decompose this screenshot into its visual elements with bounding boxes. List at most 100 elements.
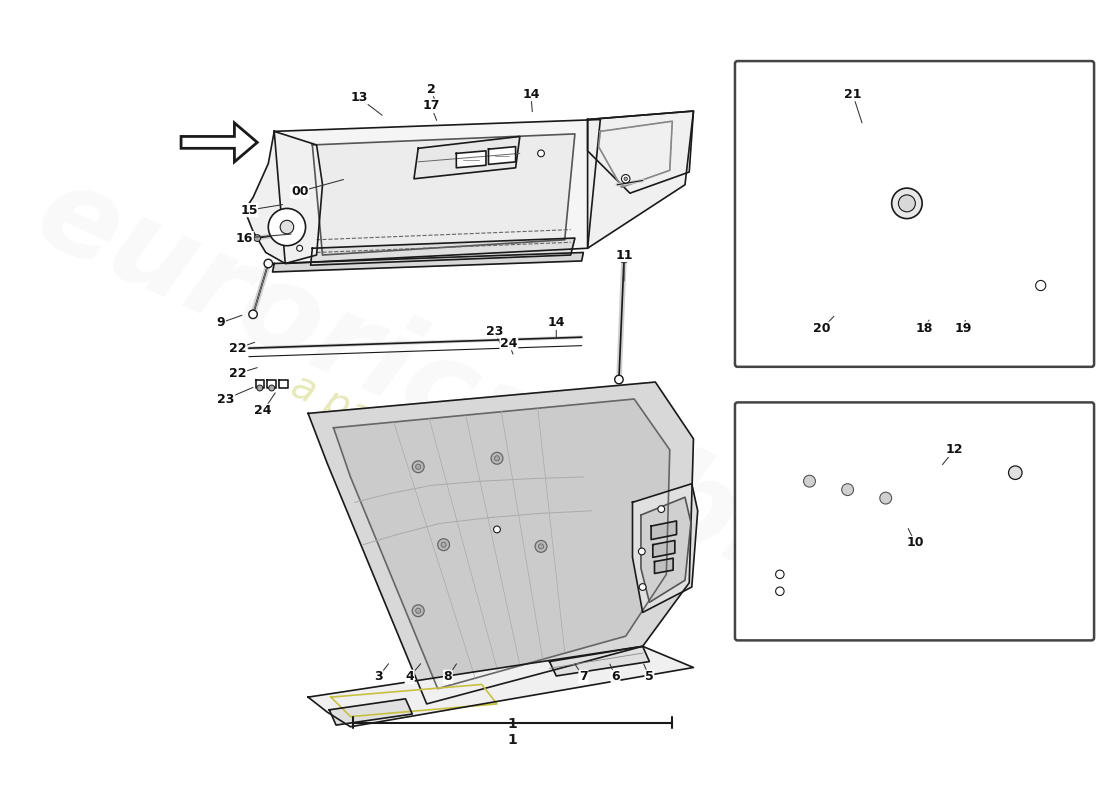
Circle shape (842, 484, 854, 495)
Circle shape (412, 461, 425, 473)
Circle shape (539, 544, 543, 549)
Polygon shape (310, 238, 575, 265)
Circle shape (416, 608, 421, 614)
Text: euroricambi: euroricambi (19, 154, 792, 596)
Polygon shape (654, 558, 673, 574)
Polygon shape (805, 148, 846, 242)
Circle shape (1009, 466, 1022, 479)
Circle shape (615, 375, 624, 384)
Polygon shape (550, 646, 649, 676)
Text: 14: 14 (548, 316, 565, 330)
Circle shape (899, 195, 915, 212)
Circle shape (776, 587, 784, 595)
Circle shape (412, 605, 425, 617)
Circle shape (638, 548, 646, 555)
Circle shape (297, 246, 302, 251)
Polygon shape (456, 151, 486, 168)
Polygon shape (940, 118, 1068, 223)
Polygon shape (759, 426, 1049, 617)
Circle shape (257, 385, 263, 391)
Text: 13: 13 (350, 91, 367, 104)
Circle shape (619, 254, 628, 262)
Text: 12: 12 (946, 443, 964, 456)
Polygon shape (750, 76, 770, 351)
Polygon shape (587, 111, 693, 193)
Polygon shape (329, 699, 412, 725)
Text: 23: 23 (218, 393, 234, 406)
Polygon shape (767, 106, 848, 186)
Polygon shape (488, 146, 516, 165)
Circle shape (880, 492, 892, 504)
Circle shape (268, 385, 275, 391)
Circle shape (892, 188, 922, 218)
Polygon shape (1024, 275, 1058, 297)
Polygon shape (267, 379, 276, 388)
Circle shape (621, 174, 630, 183)
Polygon shape (331, 685, 497, 717)
Circle shape (1035, 281, 1046, 290)
Text: 1: 1 (508, 717, 517, 731)
Polygon shape (273, 253, 583, 272)
Text: 6: 6 (612, 670, 620, 683)
Text: 21: 21 (844, 88, 861, 101)
Polygon shape (333, 399, 670, 689)
Text: 22: 22 (229, 367, 246, 380)
Polygon shape (776, 443, 1032, 600)
Text: 7: 7 (579, 670, 587, 683)
Polygon shape (308, 382, 693, 704)
Circle shape (280, 220, 294, 234)
Circle shape (441, 542, 447, 547)
Text: 19: 19 (954, 322, 971, 335)
Text: 00: 00 (290, 185, 308, 198)
Text: 20: 20 (814, 322, 830, 335)
Text: 23: 23 (486, 325, 503, 338)
Circle shape (535, 541, 547, 552)
Text: 17: 17 (422, 99, 440, 113)
Text: a parts since 1985: a parts since 1985 (285, 366, 628, 554)
Polygon shape (244, 131, 322, 263)
Text: 24: 24 (254, 404, 272, 418)
Polygon shape (651, 521, 676, 539)
Text: 9: 9 (217, 316, 226, 330)
FancyBboxPatch shape (735, 402, 1094, 640)
Text: 2: 2 (427, 82, 436, 95)
Circle shape (538, 150, 544, 157)
Polygon shape (587, 111, 693, 248)
Circle shape (438, 538, 450, 550)
Polygon shape (1049, 426, 1070, 617)
Polygon shape (632, 484, 697, 613)
Circle shape (658, 506, 664, 513)
Text: 4: 4 (406, 670, 414, 683)
Text: 15: 15 (240, 204, 257, 217)
Text: 14: 14 (522, 88, 540, 101)
Circle shape (491, 452, 503, 464)
Circle shape (416, 464, 421, 470)
Text: 10: 10 (906, 537, 924, 550)
Text: 22: 22 (229, 342, 246, 354)
Polygon shape (255, 379, 264, 388)
Text: 1: 1 (508, 733, 517, 746)
Circle shape (776, 570, 784, 578)
Circle shape (639, 584, 646, 590)
Polygon shape (279, 379, 288, 388)
FancyBboxPatch shape (735, 61, 1094, 367)
Circle shape (494, 456, 499, 461)
Text: 5: 5 (645, 670, 653, 683)
Polygon shape (652, 541, 674, 558)
Circle shape (268, 209, 306, 246)
Text: 16: 16 (235, 231, 253, 245)
Polygon shape (759, 604, 1070, 621)
Circle shape (264, 259, 273, 268)
Polygon shape (274, 119, 601, 263)
Polygon shape (312, 134, 575, 255)
Text: 18: 18 (915, 322, 933, 335)
Circle shape (624, 177, 627, 181)
Circle shape (804, 475, 815, 487)
Polygon shape (308, 646, 693, 726)
Text: 11: 11 (615, 249, 632, 262)
Circle shape (254, 234, 261, 242)
Polygon shape (182, 123, 257, 162)
Circle shape (494, 526, 501, 533)
Circle shape (249, 310, 257, 318)
Text: 3: 3 (374, 670, 383, 683)
